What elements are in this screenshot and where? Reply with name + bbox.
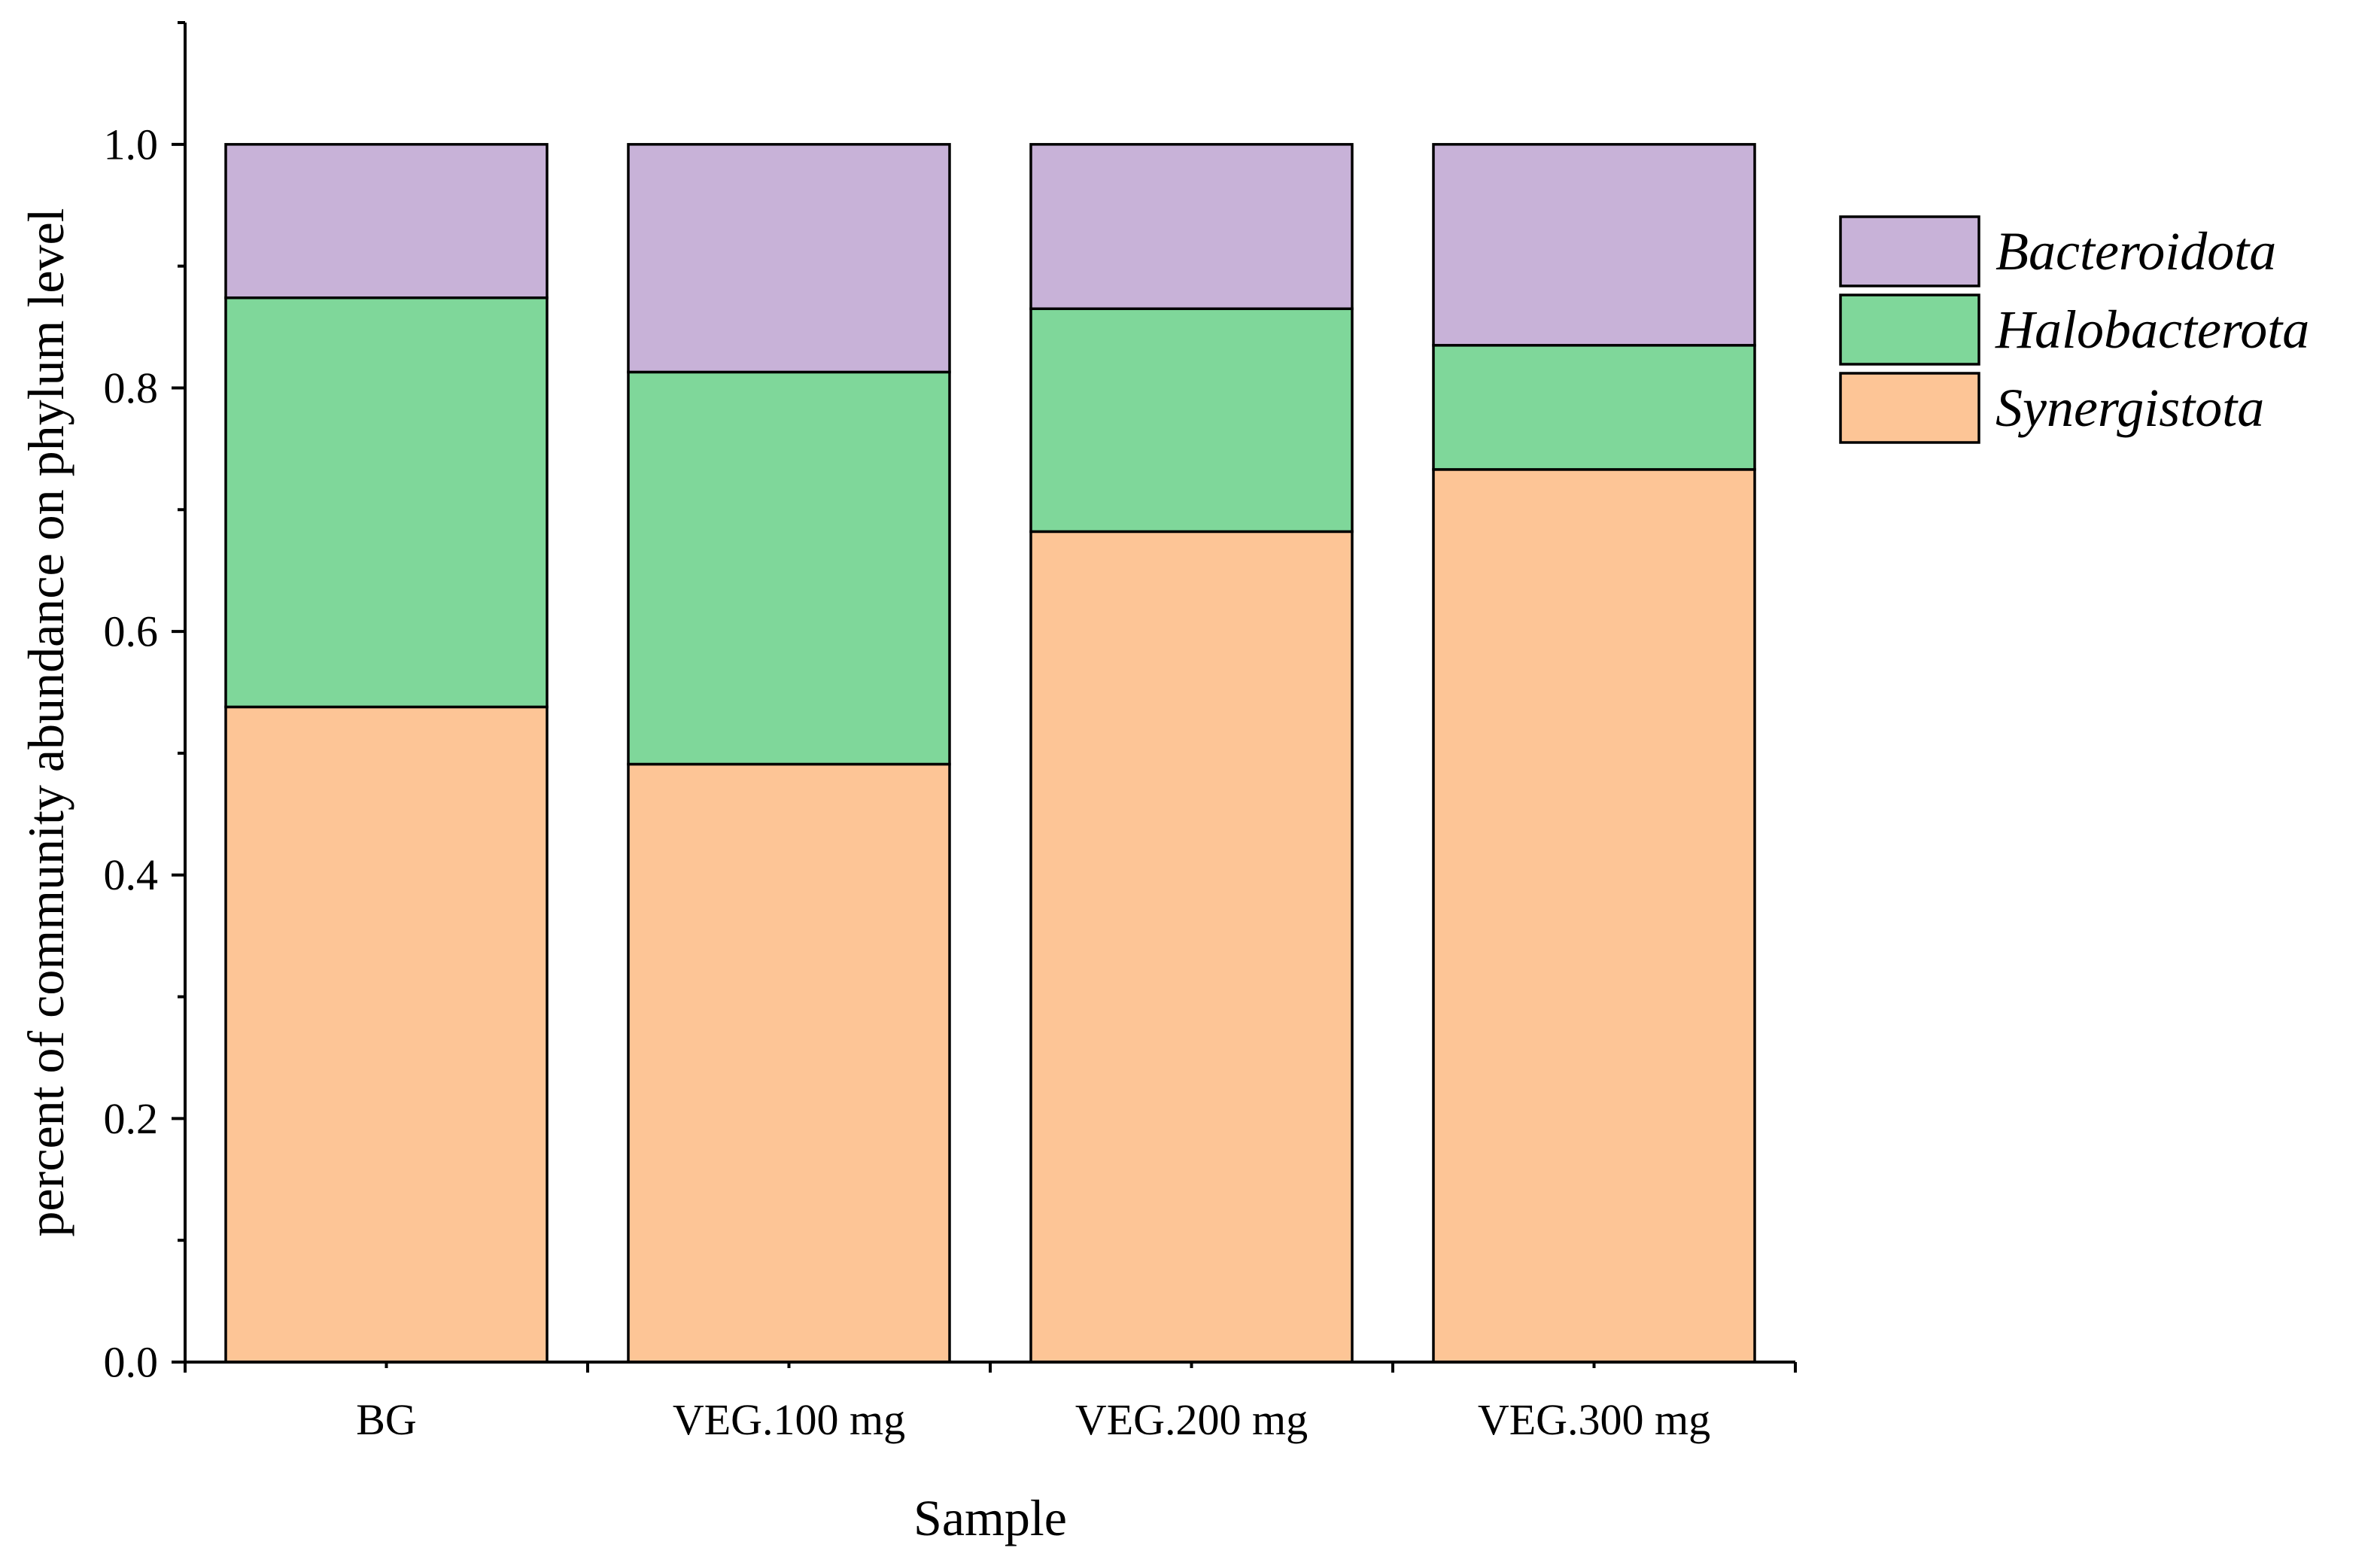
y-tick-label: 0.2 (104, 1094, 159, 1143)
legend-label-halobacterota: Halobacterota (1995, 300, 2309, 360)
x-axis-title: Sample (913, 1489, 1067, 1546)
legend: Bacteroidota Halobacterota Synergistota (1839, 215, 2309, 444)
x-ticks-group: BG VEG.100 mg VEG.200 mg VEG.300 mg (184, 1362, 1797, 1444)
y-axis-title: percent of community abundance on phylum… (17, 208, 74, 1236)
x-tick-label: BG (356, 1395, 417, 1444)
x-tick-label: VEG.100 mg (673, 1395, 905, 1444)
bars-group (224, 143, 1756, 1364)
y-tick-label: 1.0 (104, 120, 159, 169)
bar-bacteroidota-4 (1432, 143, 1756, 347)
bar-bacteroidota-3 (1029, 143, 1354, 311)
y-ticks-group: 0.0 0.2 0.4 0.6 0.8 1.0 (104, 21, 185, 1387)
bar-halobacterota-1 (224, 296, 549, 709)
bar-synergistota-1 (224, 705, 549, 1364)
y-tick-label: 0.6 (104, 607, 159, 656)
bar-halobacterota-2 (627, 370, 951, 766)
bar-synergistota-2 (627, 762, 951, 1364)
legend-swatch-halobacterota (1839, 293, 1980, 366)
bar-halobacterota-4 (1432, 344, 1756, 471)
x-tick-label: VEG.200 mg (1075, 1395, 1308, 1444)
bar-synergistota-4 (1432, 468, 1756, 1364)
bar-bacteroidota-2 (627, 143, 951, 374)
y-tick-label: 0.8 (104, 363, 159, 412)
legend-swatch-bacteroidota (1839, 215, 1980, 287)
bar-halobacterota-3 (1029, 307, 1354, 534)
bar-synergistota-3 (1029, 530, 1354, 1364)
y-tick-label: 0.4 (104, 850, 159, 899)
y-tick-label: 0.0 (104, 1338, 159, 1387)
legend-swatch-synergistota (1839, 372, 1980, 444)
bar-bacteroidota-1 (224, 143, 549, 300)
legend-label-synergistota: Synergistota (1995, 378, 2264, 438)
legend-label-bacteroidota: Bacteroidota (1995, 221, 2276, 281)
x-tick-label: VEG.300 mg (1478, 1395, 1710, 1444)
